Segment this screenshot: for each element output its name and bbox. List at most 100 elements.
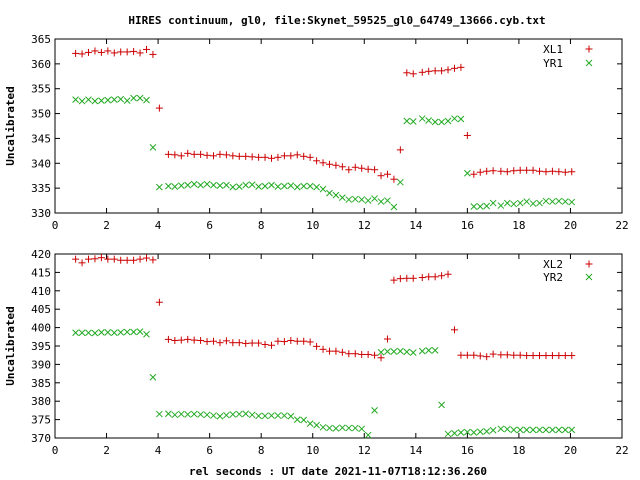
data-point xyxy=(164,150,172,158)
x-tick-label: 16 xyxy=(461,219,474,232)
data-point xyxy=(338,163,346,171)
data-point xyxy=(261,341,269,349)
data-point xyxy=(529,426,537,434)
data-point xyxy=(177,182,185,190)
data-point xyxy=(332,161,340,169)
data-point xyxy=(483,428,491,435)
data-point xyxy=(549,426,556,434)
data-point xyxy=(536,199,543,207)
data-point xyxy=(383,170,391,178)
data-point xyxy=(242,339,250,347)
data-point xyxy=(287,412,295,420)
data-point xyxy=(390,348,398,355)
data-point xyxy=(345,424,353,432)
data-point xyxy=(403,117,411,125)
data-point xyxy=(409,274,417,282)
data-point xyxy=(123,256,131,264)
data-point xyxy=(242,181,250,189)
data-point xyxy=(418,115,426,122)
data-point xyxy=(503,199,511,207)
top-panel: 330 335 340 345 350 355 360 365 0 2 4 6 8 10 12 14 16 18… xyxy=(4,33,629,232)
data-point xyxy=(364,431,372,439)
x-tick-label: 18 xyxy=(512,444,525,457)
data-point xyxy=(568,168,576,176)
data-point xyxy=(78,50,86,58)
data-point xyxy=(418,347,426,355)
data-point xyxy=(313,421,320,429)
data-point xyxy=(483,202,491,210)
data-point xyxy=(216,339,224,347)
data-point xyxy=(561,198,569,205)
x-tick-label: 4 xyxy=(155,444,162,457)
data-point xyxy=(130,256,138,264)
data-point xyxy=(503,351,511,359)
data-point xyxy=(177,336,185,344)
bottom-legend: XL2 YR2 xyxy=(543,258,593,284)
data-point xyxy=(463,131,471,139)
data-point xyxy=(371,351,379,359)
data-point xyxy=(190,336,198,344)
data-point xyxy=(78,259,86,267)
data-point xyxy=(510,167,518,175)
data-point xyxy=(403,274,411,282)
data-point xyxy=(235,183,243,191)
y-tick-label: 380 xyxy=(31,395,51,408)
data-point xyxy=(555,168,563,176)
data-point xyxy=(210,337,218,345)
data-point xyxy=(184,149,192,157)
series-yr2 xyxy=(72,328,576,439)
y-tick-label: 350 xyxy=(31,108,51,121)
data-point xyxy=(72,49,80,57)
data-point xyxy=(72,255,80,263)
data-point xyxy=(364,197,372,204)
y-tick-label: 345 xyxy=(31,132,51,145)
data-point xyxy=(300,416,308,424)
data-point xyxy=(142,45,150,53)
x-tick-label: 20 xyxy=(564,444,577,457)
data-point xyxy=(197,336,205,344)
data-point xyxy=(223,411,230,419)
data-point xyxy=(293,416,301,423)
data-point xyxy=(529,166,537,174)
x-tick-label: 10 xyxy=(306,444,319,457)
legend-symbol xyxy=(585,273,593,281)
x-tick-label: 22 xyxy=(615,219,628,232)
data-point xyxy=(136,328,144,336)
data-point xyxy=(229,183,237,191)
data-point xyxy=(235,339,243,347)
data-point xyxy=(489,426,497,434)
data-point xyxy=(451,429,458,437)
data-point xyxy=(444,117,452,125)
data-point xyxy=(351,350,359,358)
data-point xyxy=(293,151,301,159)
data-point xyxy=(425,117,433,124)
y-tick-label: 340 xyxy=(31,157,51,170)
data-point xyxy=(85,48,93,56)
bottom-panel: 370 375 380 385 390 395 400 405 410 415 420 0 2 4 6 8 1… xyxy=(4,248,629,478)
data-point xyxy=(403,69,411,77)
bottom-axis-ticks xyxy=(54,253,623,439)
chart-title: HIRES continuum, gl0, file:Skynet_59525_… xyxy=(128,14,545,27)
data-point xyxy=(510,426,518,434)
x-tick-label: 6 xyxy=(206,444,213,457)
data-point xyxy=(339,194,346,201)
data-point xyxy=(332,425,340,432)
data-point xyxy=(548,352,556,360)
data-point xyxy=(136,255,144,263)
data-point xyxy=(476,428,484,436)
x-tick-label: 4 xyxy=(155,219,162,232)
legend-marker-yr1 xyxy=(585,59,593,67)
data-point xyxy=(319,159,327,167)
y-tick-label: 400 xyxy=(31,322,51,335)
x-tick-label: 2 xyxy=(103,444,110,457)
data-point xyxy=(149,144,157,151)
series-xl1 xyxy=(72,45,576,183)
data-point xyxy=(516,426,524,434)
data-point xyxy=(326,189,333,197)
data-point xyxy=(568,198,576,206)
data-point xyxy=(117,48,125,56)
data-point xyxy=(216,412,224,420)
data-point xyxy=(222,151,230,159)
data-point xyxy=(497,425,505,433)
data-point xyxy=(184,181,192,189)
